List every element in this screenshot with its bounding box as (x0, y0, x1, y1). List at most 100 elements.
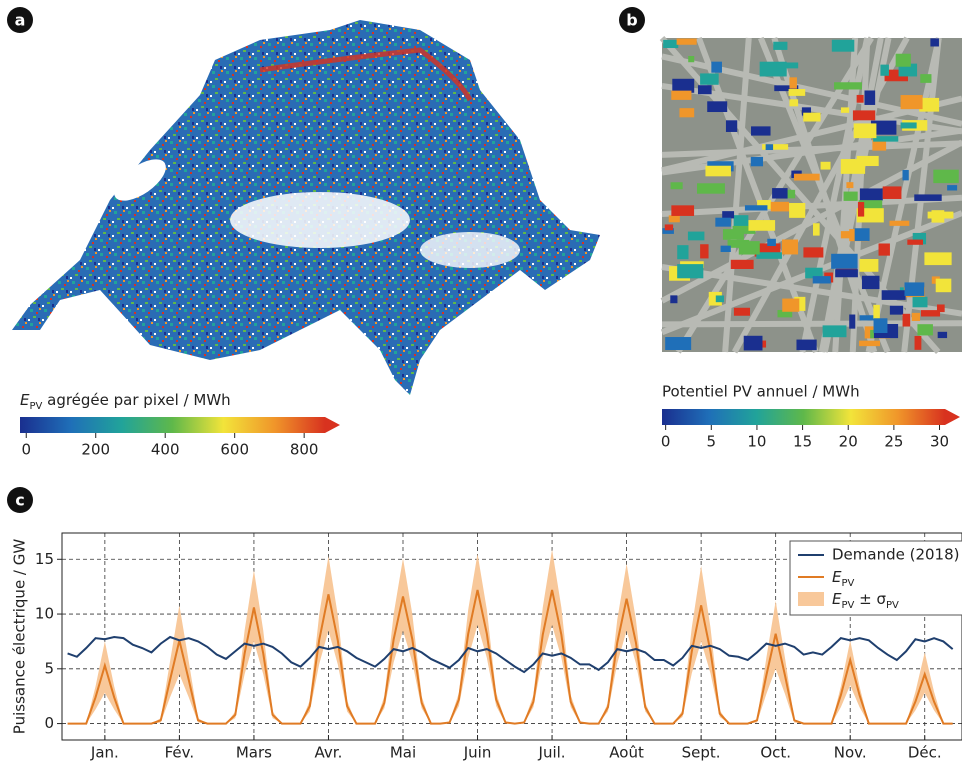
roof (900, 122, 917, 129)
roof (873, 304, 880, 319)
roof (889, 220, 910, 226)
y-axis-label: Puissance électrique / GW (11, 539, 29, 735)
line-chart: 0 5 10 15 Jan. Fév. Mars Avr. Mai Juin Juil. Août Se… (11, 532, 962, 762)
legend-label: EPV (832, 568, 855, 589)
lake (114, 159, 166, 201)
roof (668, 215, 680, 223)
roof (700, 73, 719, 85)
label-part: E (832, 568, 842, 586)
roof (700, 244, 709, 259)
x-tick-label: Oct. (760, 744, 791, 762)
roof (774, 85, 799, 92)
roof (757, 200, 772, 210)
roof (931, 210, 945, 223)
alps-gap (230, 192, 410, 248)
street (799, 37, 871, 353)
roof (822, 325, 847, 338)
roof (884, 69, 908, 82)
roof (671, 205, 695, 216)
roof (733, 215, 749, 228)
colorbar-label: Potentiel PV annuel / MWh (662, 383, 860, 401)
roof (859, 315, 875, 321)
label-part: E (832, 590, 842, 608)
panel-badge (7, 487, 33, 513)
x-tick-label: Mars (236, 744, 272, 762)
roof (662, 228, 674, 234)
roof (924, 252, 952, 266)
roof (777, 309, 793, 318)
roof (793, 173, 820, 181)
roof (688, 56, 695, 63)
legend-label: EPV ± σPV (832, 590, 899, 611)
roof (835, 269, 858, 278)
colorbar-tick-label: 800 (290, 441, 319, 459)
roof (902, 169, 909, 181)
roof (803, 112, 821, 122)
roof (947, 185, 958, 191)
subscript: PV (29, 401, 42, 412)
roof (707, 101, 728, 113)
subscript: PV (841, 600, 854, 611)
roof (843, 191, 858, 201)
roof (831, 253, 858, 269)
roof (857, 202, 865, 217)
panel-letter: c (15, 491, 24, 510)
roof (840, 231, 853, 239)
roof (859, 340, 881, 347)
subscript: PV (886, 600, 899, 611)
x-tick-label: Mai (390, 744, 416, 762)
roof (722, 211, 735, 219)
roof (744, 205, 768, 211)
y-tick-label: 5 (44, 659, 54, 677)
x-tick-label: Juil. (538, 744, 566, 762)
aerial-image (659, 36, 962, 354)
roof (765, 144, 774, 151)
roof (933, 169, 959, 184)
roof (715, 295, 725, 303)
street (661, 264, 962, 317)
roof (914, 194, 942, 201)
roof (789, 99, 799, 107)
roof (748, 220, 776, 231)
roof (756, 252, 782, 259)
roof (788, 89, 806, 96)
roof (720, 245, 731, 252)
roof (921, 310, 941, 317)
street (661, 194, 962, 218)
roof (772, 188, 788, 199)
switzerland-map (12, 20, 600, 395)
roof (751, 126, 771, 136)
legend-swatch (798, 592, 824, 606)
roof (715, 217, 731, 227)
roof (705, 165, 731, 177)
roof (750, 156, 764, 167)
roof (881, 290, 906, 300)
roof (849, 314, 856, 329)
roof (801, 107, 812, 116)
roof (671, 90, 692, 100)
roof (711, 61, 722, 73)
legend-label: Demande (2018) (832, 546, 960, 564)
colorbar-tick-label: 400 (151, 441, 180, 459)
roof (895, 53, 911, 67)
series-line (67, 635, 954, 674)
street (722, 37, 752, 353)
roof (831, 39, 855, 52)
roof (782, 298, 800, 312)
roof (872, 139, 887, 151)
roof (770, 201, 790, 212)
roof (840, 159, 866, 174)
label-part: ± σ (854, 590, 886, 608)
roof (665, 337, 692, 350)
roof (776, 62, 799, 69)
roof (904, 282, 925, 296)
x-tick-label: Juin (463, 744, 492, 762)
roof (854, 228, 870, 241)
roof (917, 324, 933, 336)
x-tick-label: Déc. (908, 744, 942, 762)
x-tick-label: Jan. (90, 744, 119, 762)
roof (732, 225, 756, 234)
roof (898, 63, 918, 77)
roof (907, 239, 923, 245)
panel-letter: b (626, 11, 637, 30)
